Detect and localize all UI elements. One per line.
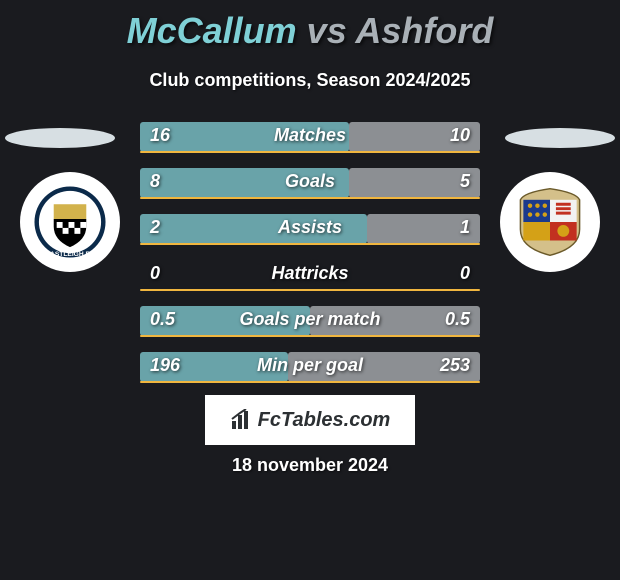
brand-text: FcTables.com	[258, 409, 391, 432]
right-bar	[367, 214, 480, 244]
brand-main: Tables.com	[281, 409, 390, 431]
left-crest-icon: EASTLEIGH FC	[33, 185, 107, 259]
footer-brand-box: FcTables.com	[205, 395, 415, 445]
row-underline	[140, 197, 480, 199]
row-underline	[140, 151, 480, 153]
stat-row: Goals per match0.50.5	[140, 306, 480, 336]
right-club-badge	[500, 172, 600, 272]
stat-right-value: 0	[460, 263, 470, 284]
right-bar	[349, 168, 480, 198]
left-bar	[140, 352, 288, 382]
stat-row: Goals85	[140, 168, 480, 198]
right-bar	[288, 352, 480, 382]
stat-label: Hattricks	[140, 263, 480, 284]
row-underline	[140, 335, 480, 337]
left-bar	[140, 214, 367, 244]
page-title: McCallum vs Ashford	[0, 0, 620, 52]
stat-row: Matches1610	[140, 122, 480, 152]
comparison-chart: Matches1610 Goals85 Assists21 Hattricks0 0 Go…	[140, 122, 480, 398]
player1-name: McCallum	[127, 10, 297, 51]
chart-icon	[230, 409, 254, 431]
right-bar	[310, 306, 480, 336]
stat-row: Hattricks0 0	[140, 260, 480, 290]
row-underline	[140, 289, 480, 291]
row-underline	[140, 381, 480, 383]
subtitle: Club competitions, Season 2024/2025	[0, 70, 620, 91]
left-bar	[140, 306, 310, 336]
row-underline	[140, 243, 480, 245]
stat-row: Min per goal196253	[140, 352, 480, 382]
left-bar	[140, 122, 349, 152]
stat-left-value: 0	[150, 263, 160, 284]
left-bar	[140, 168, 349, 198]
player2-name: Ashford	[355, 10, 493, 51]
brand-pre: Fc	[258, 409, 281, 431]
right-crest-icon	[513, 185, 587, 259]
left-club-badge: EASTLEIGH FC	[20, 172, 120, 272]
stat-row: Assists21	[140, 214, 480, 244]
right-bar	[349, 122, 480, 152]
left-player-oval	[5, 128, 115, 148]
svg-text:EASTLEIGH FC: EASTLEIGH FC	[46, 251, 95, 258]
right-player-oval	[505, 128, 615, 148]
date-text: 18 november 2024	[0, 455, 620, 476]
vs-text: vs	[307, 10, 347, 51]
